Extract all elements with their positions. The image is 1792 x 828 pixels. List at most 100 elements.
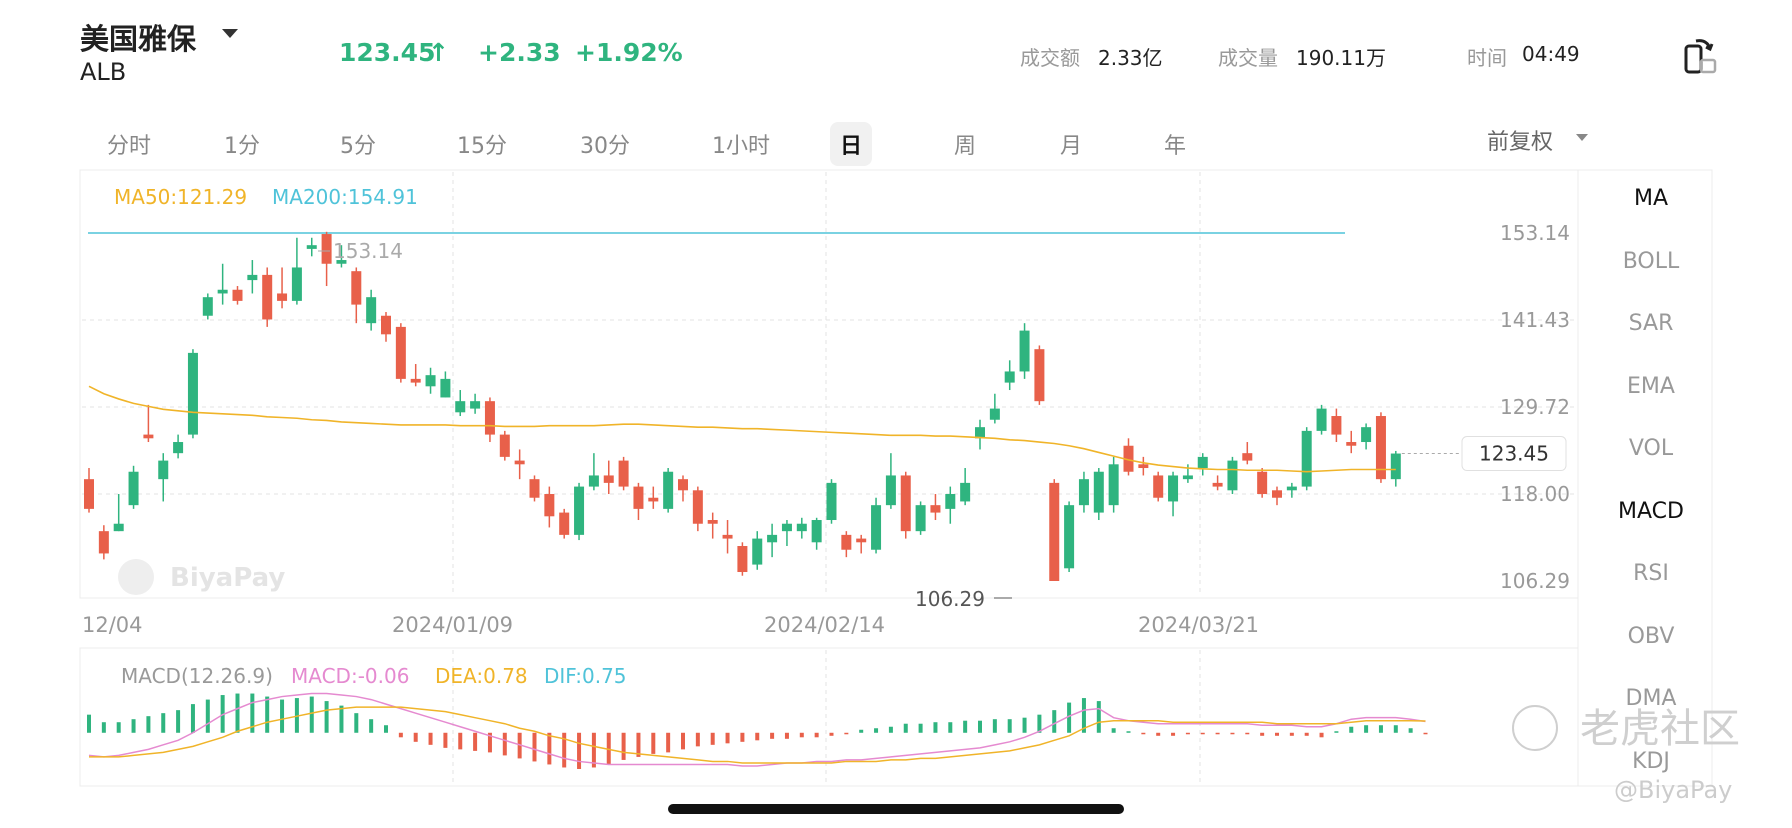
candle-body [900,475,911,532]
adjust-dropdown-caret-icon[interactable] [1576,134,1588,141]
macd-histogram-bar [1304,732,1309,736]
macd-histogram-bar [1022,717,1027,733]
tab-period[interactable]: 5分 [340,134,376,159]
macd-dea-line [89,706,1426,764]
macd-histogram-bar [1111,728,1116,733]
macd-histogram-bar [1126,731,1131,733]
macd-histogram-bar [1185,732,1190,735]
indicator-ma[interactable]: MA [1633,186,1669,211]
stock-switch-caret-icon[interactable] [222,29,238,38]
time-value: 04:49 [1522,42,1580,66]
candle-body [410,378,421,383]
candle-body [781,523,792,532]
macd-histogram-bar [384,725,388,733]
candle-body [885,475,896,506]
candle-body [1138,464,1149,469]
macd-histogram-bar [398,732,403,738]
macd-histogram-bar [235,693,240,733]
ma50-line [88,385,1396,473]
macd-histogram-bar [577,732,582,769]
macd-histogram-bar [888,726,893,733]
macd-histogram-bar [1378,725,1383,733]
macd-histogram-bar [1215,732,1220,735]
candle-body [1197,456,1208,469]
macd-histogram-bar [978,720,982,733]
indicator-boll[interactable]: BOLL [1622,248,1680,274]
macd-histogram-bar [1067,702,1072,733]
macd-histogram-bar [1349,726,1354,733]
candle-body [262,274,273,320]
stock-name[interactable]: 美国雅保 [80,22,197,56]
indicator-obv[interactable]: OBV [1627,623,1675,649]
macd-histogram-bar [591,732,596,768]
macd-histogram-bar [636,732,641,757]
macd-histogram-bar [903,723,908,733]
candle-body [1093,471,1104,513]
candle-body [158,460,169,480]
candle-body [128,471,139,506]
rotate-screen-icon[interactable] [1682,36,1722,76]
macd-histogram-bar [829,732,834,736]
macd-histogram-bar [992,719,997,733]
candle-body [544,494,555,517]
macd-histogram-bar [1096,701,1101,733]
macd-histogram-bar [948,722,953,733]
indicator-ema[interactable]: EMA [1627,373,1675,399]
candle-body [796,523,807,532]
candle-body [484,401,495,435]
tab-period[interactable]: 年 [1164,134,1187,159]
macd-histogram-bar [859,729,864,733]
indicator-macd[interactable]: MACD [1618,498,1684,524]
candle-body [633,486,644,509]
macd-histogram-bar [1156,732,1161,736]
tab-period[interactable]: 日 [830,122,873,166]
biyapay-logo-icon [118,559,154,595]
candle-body [247,274,258,281]
indicator-rsi[interactable]: RSI [1633,561,1669,586]
candle-body [336,260,347,264]
candle-body [277,293,288,301]
tab-period[interactable]: 15分 [457,134,507,159]
tab-period[interactable]: 1小时 [712,134,770,159]
candle-body [1272,490,1282,498]
macd-value-label: MACD:-0.06 [291,664,409,688]
macd-histogram-bar [562,732,567,768]
macd-histogram-bar [725,732,730,744]
turnover-label: 成交额 [1020,46,1080,70]
up-arrow-icon: ↑ [428,38,449,67]
macd-histogram-bar [710,732,715,745]
price-adjust-selector[interactable]: 前复权 [1487,130,1554,155]
indicator-sar[interactable]: SAR [1628,311,1674,336]
tab-period[interactable]: 月 [1060,134,1083,159]
tab-period[interactable]: 分时 [107,134,152,159]
macd-histogram-bar [814,732,819,738]
candle-body [856,538,867,543]
candle-body [603,475,614,483]
tab-period[interactable]: 周 [954,134,977,159]
candle-body [173,442,184,454]
macd-histogram-bar [681,732,685,750]
macd-histogram-bar [532,732,537,762]
macd-histogram-bar [1260,732,1265,736]
candle-body [1108,464,1119,506]
candle-body [1049,482,1060,581]
macd-histogram-bar [101,722,106,733]
macd-histogram-bar [755,732,760,741]
macd-histogram-bar [280,699,285,733]
candle-body [1257,471,1268,495]
candle-body [1390,453,1401,480]
candle-body [1286,486,1297,491]
candle-body [514,460,525,465]
tab-period[interactable]: 1分 [224,134,260,159]
macd-histogram-bar [1423,732,1428,735]
indicator-kdj[interactable]: KDJ [1632,748,1670,774]
candle-body [1301,430,1312,487]
indicator-dma[interactable]: DMA [1625,686,1677,711]
indicator-vol[interactable]: VOL [1628,436,1674,461]
candle-body [826,482,837,521]
candle-body [1168,475,1179,502]
last-price: 123.45 [339,38,436,67]
date-tick-label: 2024/03/21 [1138,613,1259,637]
candle-body [975,427,985,439]
tab-period[interactable]: 30分 [580,134,630,159]
